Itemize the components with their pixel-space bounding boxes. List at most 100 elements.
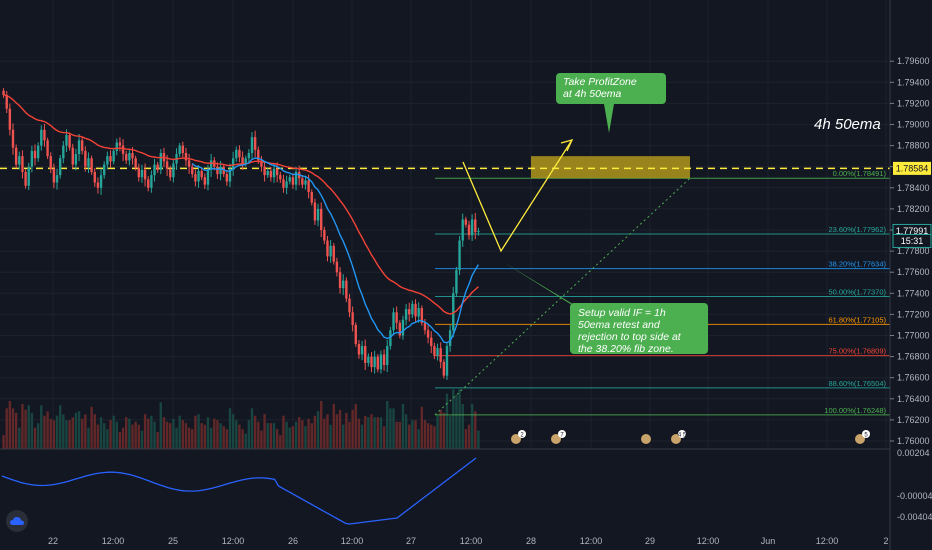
- volume-bar: [423, 420, 427, 449]
- candle-body: [301, 178, 304, 185]
- candle-body: [125, 154, 128, 161]
- candle-body: [200, 170, 203, 178]
- volume-bar: [143, 414, 147, 449]
- candle-body: [24, 171, 27, 186]
- candle-body: [93, 171, 96, 183]
- price-tag-box: [892, 233, 932, 248]
- volume-bar: [241, 429, 244, 449]
- price-tick-label: 1.77000: [897, 331, 930, 341]
- volume-bar: [68, 420, 71, 449]
- event-badges[interactable]: 2 7 4 5 5: [510, 430, 871, 445]
- candle-body: [219, 166, 222, 175]
- candle-body: [439, 348, 442, 362]
- volume-bar: [147, 418, 150, 449]
- volume-bar: [209, 427, 213, 449]
- event-badge-icon[interactable]: [640, 433, 652, 445]
- candle-body: [382, 354, 386, 366]
- candle-body: [197, 170, 200, 182]
- candle-body: [329, 245, 332, 257]
- volume-bar: [269, 423, 273, 449]
- candle-body: [169, 168, 172, 178]
- volume-bar: [121, 427, 125, 449]
- candle-body: [187, 160, 191, 167]
- setup-note[interactable]: Setup valid IF = 1h 50ema retest and rej…: [570, 303, 708, 355]
- volume-bar: [452, 389, 455, 449]
- volume-bar: [250, 408, 254, 449]
- volume-bar: [379, 417, 383, 449]
- candle-body: [338, 272, 342, 289]
- event-badge-count: [518, 430, 526, 438]
- volume-bar: [304, 426, 307, 449]
- volume-bar: [46, 411, 49, 449]
- candle-body: [470, 219, 474, 236]
- volume-bar: [263, 414, 266, 449]
- volume-bar: [247, 420, 251, 449]
- price-tick-label: 1.77200: [897, 309, 930, 319]
- volume-bar: [219, 423, 222, 449]
- time-tick-label: 26: [288, 536, 298, 546]
- candle-body: [426, 330, 430, 338]
- volume-bar: [474, 411, 477, 449]
- volume-bar: [103, 423, 106, 449]
- volume-bar: [178, 415, 181, 449]
- volume-bar: [137, 424, 140, 449]
- volume-bar: [442, 412, 446, 449]
- volume-bar: [24, 409, 27, 449]
- price-axis[interactable]: 1.796001.794001.792001.790001.788001.786…: [890, 56, 932, 522]
- volume-bar: [351, 409, 354, 449]
- volume-bar: [433, 426, 436, 449]
- volume-bar: [448, 415, 452, 449]
- take-profit-note[interactable]: Take ProfitZone at 4h 50ema: [556, 73, 666, 104]
- candle-body: [304, 180, 307, 185]
- volume-bar: [112, 415, 115, 449]
- candle-body: [389, 330, 392, 347]
- volume-bar: [200, 423, 203, 449]
- candle-body: [392, 312, 395, 331]
- volume-bar: [470, 403, 474, 449]
- volume-bar: [420, 406, 424, 449]
- volume-bar: [382, 426, 386, 449]
- projection-drawings[interactable]: [462, 104, 614, 313]
- fib-level-label: 88.60%(1.76504): [828, 379, 886, 388]
- volume-bar: [464, 429, 468, 449]
- time-tick-label: 12:00: [222, 536, 245, 546]
- price-tick-label: 1.77600: [897, 267, 930, 277]
- volume-bar: [175, 427, 178, 449]
- fib-level-label: 0.00%(1.78491): [833, 169, 887, 178]
- candle-body: [291, 177, 295, 185]
- price-tick-label: 1.79600: [897, 56, 930, 66]
- candle-body: [143, 169, 147, 180]
- volume-bar: [109, 420, 112, 449]
- time-tick-label: 12:00: [816, 536, 839, 546]
- volume-bar: [329, 424, 332, 449]
- candle-body: [326, 240, 329, 257]
- candle-body: [379, 354, 383, 370]
- candle-body: [228, 168, 232, 182]
- volume-bar: [376, 417, 379, 449]
- time-axis[interactable]: 22 12:00 25 12:00 26 12:00 27 12:00 28 12:00 29 12:…: [48, 536, 889, 546]
- volume-bar: [364, 415, 367, 449]
- projection-path[interactable]: [462, 139, 573, 253]
- candle-body: [436, 348, 439, 356]
- volume-bar: [395, 421, 398, 449]
- candle-body: [52, 168, 56, 183]
- take-profit-zone[interactable]: [531, 156, 690, 179]
- tradingview-logo-icon[interactable]: [6, 510, 28, 532]
- candle-body: [357, 343, 361, 355]
- volume-bar: [194, 415, 197, 449]
- candle-body: [241, 157, 244, 164]
- candle-body: [263, 166, 266, 176]
- candle-body: [247, 152, 251, 159]
- volume-bar: [150, 415, 153, 449]
- volume-bar: [294, 421, 298, 449]
- volume-bar: [99, 417, 103, 449]
- volume-bar: [125, 417, 128, 449]
- candle-body: [398, 322, 402, 336]
- candle-body: [65, 135, 68, 146]
- volume-bar: [213, 418, 216, 449]
- candle-body: [27, 166, 30, 186]
- volume-bar: [115, 421, 118, 449]
- fib-level-label: 38.20%(1.77634): [828, 260, 886, 269]
